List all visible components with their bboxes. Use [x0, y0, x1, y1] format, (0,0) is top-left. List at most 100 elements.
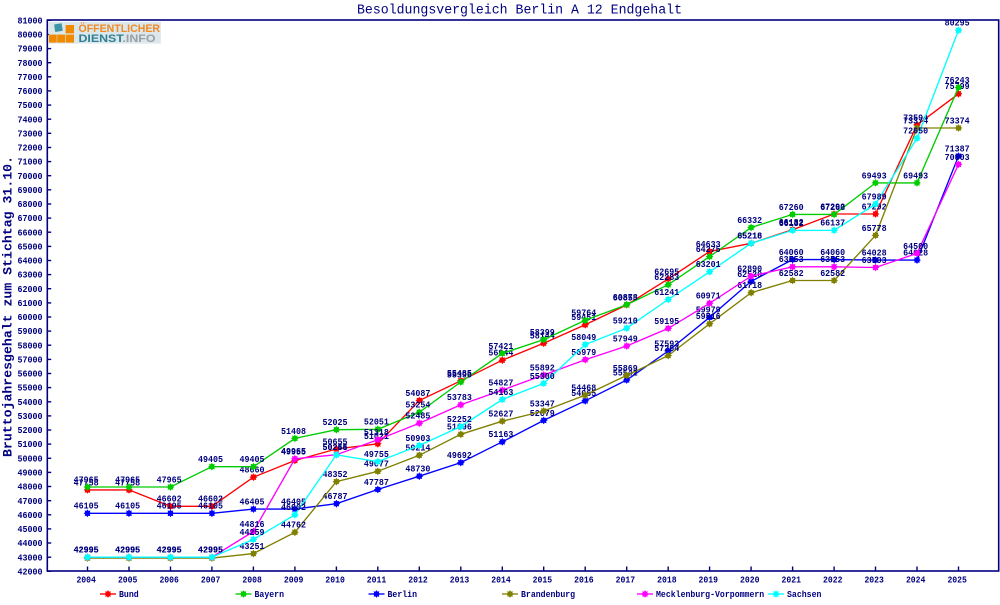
svg-text:2021: 2021 — [782, 576, 802, 586]
svg-text:46602: 46602 — [157, 495, 182, 505]
svg-text:54163: 54163 — [488, 388, 513, 398]
svg-text:54468: 54468 — [571, 384, 596, 394]
svg-text:59195: 59195 — [654, 317, 679, 327]
svg-text:42995: 42995 — [198, 546, 223, 556]
svg-text:52000: 52000 — [18, 426, 43, 436]
svg-text:67260: 67260 — [779, 203, 804, 213]
svg-text:51021: 51021 — [364, 432, 389, 442]
svg-text:42000: 42000 — [18, 567, 43, 577]
svg-text:79000: 79000 — [18, 45, 43, 55]
svg-text:DIENST.INFO: DIENST .INFO — [79, 33, 156, 45]
svg-text:65778: 65778 — [862, 224, 887, 234]
svg-text:47000: 47000 — [18, 497, 43, 507]
svg-text:42995: 42995 — [157, 546, 182, 556]
svg-text:42995: 42995 — [115, 546, 140, 556]
svg-text:56000: 56000 — [18, 370, 43, 380]
svg-text:60000: 60000 — [18, 313, 43, 323]
svg-text:78000: 78000 — [18, 59, 43, 69]
svg-text:55892: 55892 — [530, 363, 555, 373]
svg-text:46000: 46000 — [18, 511, 43, 521]
svg-text:47758: 47758 — [115, 478, 140, 488]
svg-text:57593: 57593 — [654, 339, 679, 349]
svg-text:43251: 43251 — [240, 542, 265, 552]
svg-text:69493: 69493 — [903, 171, 928, 181]
svg-text:73374: 73374 — [903, 116, 929, 126]
svg-text:2006: 2006 — [159, 576, 179, 586]
svg-text:53000: 53000 — [18, 412, 43, 422]
svg-text:56979: 56979 — [571, 348, 596, 358]
svg-text:53347: 53347 — [530, 399, 555, 409]
svg-text:66137: 66137 — [820, 219, 845, 229]
svg-text:69493: 69493 — [862, 171, 887, 181]
svg-text:55396: 55396 — [447, 370, 472, 380]
svg-text:49692: 49692 — [447, 451, 472, 461]
svg-text:50655: 50655 — [323, 437, 348, 447]
svg-text:61718: 61718 — [737, 281, 762, 291]
svg-text:55000: 55000 — [18, 384, 43, 394]
svg-text:66000: 66000 — [18, 228, 43, 238]
svg-text:75000: 75000 — [18, 101, 43, 111]
svg-text:55300: 55300 — [530, 372, 555, 382]
svg-text:49000: 49000 — [18, 469, 43, 479]
svg-text:55485: 55485 — [447, 369, 472, 379]
svg-text:57000: 57000 — [18, 356, 43, 366]
svg-text:2012: 2012 — [408, 576, 428, 586]
svg-text:Bayern: Bayern — [255, 590, 285, 600]
svg-text:49755: 49755 — [364, 450, 389, 460]
svg-text:67292: 67292 — [862, 202, 887, 212]
svg-text:57949: 57949 — [613, 334, 638, 344]
svg-text:47965: 47965 — [74, 475, 99, 485]
svg-text:70000: 70000 — [18, 172, 43, 182]
svg-text:62695: 62695 — [654, 267, 679, 277]
svg-text:2008: 2008 — [242, 576, 262, 586]
svg-text:63503: 63503 — [862, 256, 887, 266]
svg-text:2013: 2013 — [450, 576, 470, 586]
svg-text:64275: 64275 — [696, 245, 721, 255]
svg-text:72650: 72650 — [903, 127, 928, 137]
svg-text:46002: 46002 — [281, 503, 306, 513]
svg-text:59764: 59764 — [571, 309, 597, 319]
svg-text:77000: 77000 — [18, 73, 43, 83]
svg-text:47965: 47965 — [115, 475, 140, 485]
svg-text:62582: 62582 — [820, 269, 845, 279]
svg-text:49077: 49077 — [364, 460, 389, 470]
svg-text:80000: 80000 — [18, 31, 43, 41]
svg-text:67260: 67260 — [820, 203, 845, 213]
svg-text:67000: 67000 — [18, 214, 43, 224]
svg-text:54087: 54087 — [405, 389, 430, 399]
svg-text:58399: 58399 — [530, 328, 555, 338]
svg-text:52627: 52627 — [488, 410, 513, 420]
svg-text:ÖFFENTLICHER: ÖFFENTLICHER — [79, 22, 161, 35]
svg-text:53254: 53254 — [405, 401, 431, 411]
svg-text:73000: 73000 — [18, 129, 43, 139]
svg-text:64000: 64000 — [18, 257, 43, 267]
svg-text:46787: 46787 — [323, 492, 348, 502]
svg-text:71387: 71387 — [945, 145, 970, 155]
svg-text:65218: 65218 — [737, 232, 762, 242]
svg-text:73374: 73374 — [945, 116, 971, 126]
svg-text:43000: 43000 — [18, 553, 43, 563]
svg-text:66182: 66182 — [779, 218, 804, 228]
svg-text:58144: 58144 — [530, 332, 556, 342]
svg-text:66332: 66332 — [737, 216, 762, 226]
svg-text:65000: 65000 — [18, 243, 43, 253]
svg-text:2019: 2019 — [699, 576, 719, 586]
svg-text:60855: 60855 — [613, 293, 638, 303]
svg-text:2005: 2005 — [118, 576, 138, 586]
svg-text:2009: 2009 — [284, 576, 304, 586]
svg-text:65216: 65216 — [737, 232, 762, 242]
svg-text:2015: 2015 — [533, 576, 553, 586]
svg-text:50903: 50903 — [405, 434, 430, 444]
svg-text:50000: 50000 — [18, 454, 43, 464]
svg-text:2004: 2004 — [76, 576, 96, 586]
svg-text:51000: 51000 — [18, 440, 43, 450]
svg-text:44762: 44762 — [281, 521, 306, 531]
svg-text:52025: 52025 — [323, 418, 348, 428]
svg-text:63000: 63000 — [18, 271, 43, 281]
svg-text:62283: 62283 — [654, 273, 679, 283]
svg-text:48352: 48352 — [323, 470, 348, 480]
svg-text:67989: 67989 — [862, 193, 887, 203]
svg-text:Bruttojahresgehalt zum Stichta: Bruttojahresgehalt zum Stichtag 31.10. — [2, 156, 16, 457]
svg-text:2023: 2023 — [864, 576, 884, 586]
svg-text:59210: 59210 — [613, 317, 638, 327]
